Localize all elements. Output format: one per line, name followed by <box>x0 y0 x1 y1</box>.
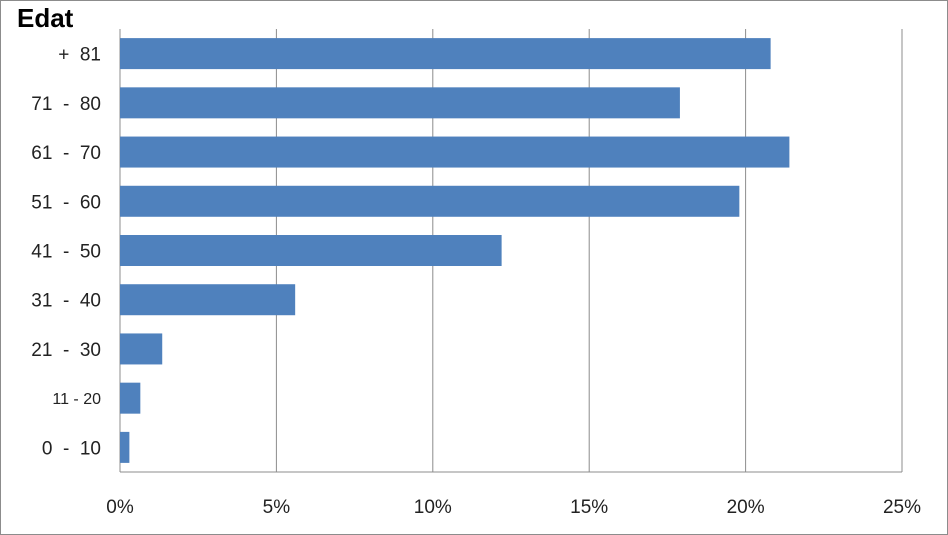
chart-title: Edat <box>17 3 74 33</box>
bar <box>120 38 771 70</box>
bar <box>120 431 130 463</box>
bar <box>120 235 502 266</box>
bar <box>120 185 740 217</box>
bar <box>120 333 163 365</box>
y-tick-label: 0 - 10 <box>42 438 101 459</box>
y-tick-label: 11 - 20 <box>52 391 101 408</box>
y-tick-label: 71 - 80 <box>31 94 101 115</box>
x-tick-label: 20% <box>727 497 765 518</box>
y-tick-label: 61 - 70 <box>31 143 101 164</box>
bar <box>120 87 680 119</box>
x-tick-label: 0% <box>106 497 134 518</box>
y-tick-label: 51 - 60 <box>31 192 101 213</box>
x-tick-label: 5% <box>263 497 291 518</box>
bar <box>120 284 296 316</box>
y-tick-label: 21 - 30 <box>31 340 101 361</box>
x-tick-label: 15% <box>570 497 608 518</box>
y-tick-label: 41 - 50 <box>31 242 101 263</box>
y-tick-label: + 81 <box>58 45 101 66</box>
bar <box>120 382 141 414</box>
y-tick-label: 31 - 40 <box>31 291 101 312</box>
x-tick-label: 10% <box>414 497 452 518</box>
bar <box>120 136 790 168</box>
x-tick-label: 25% <box>883 497 921 518</box>
